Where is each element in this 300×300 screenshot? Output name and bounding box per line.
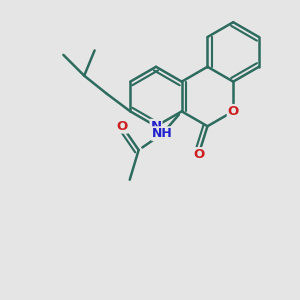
Text: O: O <box>117 120 128 133</box>
Text: NH: NH <box>152 127 173 140</box>
Text: O: O <box>228 105 239 118</box>
Text: O: O <box>193 148 204 161</box>
Text: N: N <box>150 120 162 133</box>
